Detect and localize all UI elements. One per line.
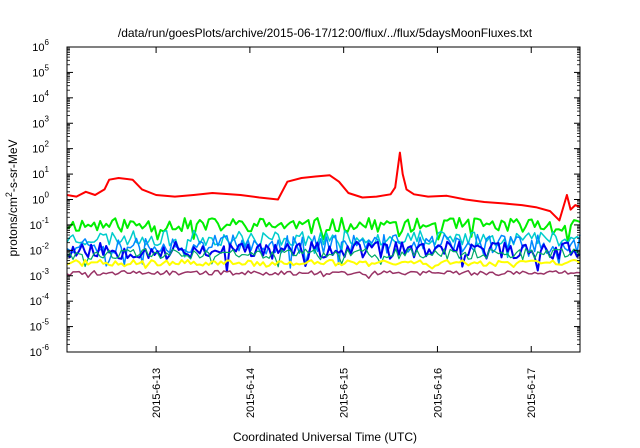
y-tick-base: 10 [30, 347, 42, 359]
y-tick-base: 10 [30, 296, 42, 308]
y-tick-label: 102 [32, 140, 49, 156]
y-tick-exp: 4 [45, 89, 50, 98]
series-line-5 [66, 240, 581, 273]
y-tick-exp: -5 [42, 318, 50, 327]
y-tick-label: 10-4 [30, 292, 50, 308]
y-tick-label: 103 [32, 114, 49, 130]
y-tick-exp: 3 [45, 114, 50, 123]
series-line-1 [66, 151, 581, 222]
y-tick-label: 104 [32, 89, 49, 105]
y-tick-base: 10 [32, 195, 44, 207]
y-axis-label: protons/cm2-s-sr-MeV [4, 139, 20, 256]
y-tick-label: 10-3 [30, 267, 50, 283]
x-tick-label: 2015-6-13 [151, 368, 163, 418]
y-tick-exp: -4 [42, 292, 50, 301]
y-tick-label: 106 [32, 38, 49, 54]
y-tick-exp: 1 [45, 165, 50, 174]
y-tick-base: 10 [32, 169, 44, 181]
series-line-8 [66, 269, 581, 280]
series-line-3 [66, 229, 581, 259]
x-tick-label: 2015-6-17 [526, 368, 538, 418]
y-tick-base: 10 [30, 245, 42, 257]
series-line-7 [66, 258, 581, 270]
y-axis-label-sup: 2 [4, 192, 14, 197]
y-tick-label: 100 [32, 191, 49, 207]
y-axis: 10-610-510-410-310-210-11001011021031041… [30, 38, 580, 359]
y-tick-label: 10-5 [30, 318, 50, 334]
y-tick-base: 10 [30, 220, 42, 232]
series-line-6 [66, 248, 581, 268]
x-axis-label: Coordinated Universal Time (UTC) [233, 430, 417, 444]
y-tick-exp: -2 [42, 241, 50, 250]
y-tick-base: 10 [32, 118, 44, 130]
chart-title: /data/run/goesPlots/archive/2015-06-17/1… [118, 26, 533, 40]
y-tick-base: 10 [30, 322, 42, 334]
series-layer [66, 151, 581, 280]
y-axis-label-suffix: -s-sr-MeV [6, 139, 20, 192]
y-tick-base: 10 [32, 93, 44, 105]
y-tick-exp: 2 [45, 140, 50, 149]
y-tick-label: 10-6 [30, 343, 50, 359]
y-tick-exp: 5 [45, 63, 50, 72]
y-axis-label-prefix: protons/cm [6, 197, 20, 256]
x-tick-label: 2015-6-14 [245, 368, 257, 418]
y-tick-label: 10-2 [30, 241, 50, 257]
x-tick-label: 2015-6-15 [339, 368, 351, 418]
y-tick-label: 105 [32, 63, 49, 79]
y-tick-exp: -6 [42, 343, 50, 352]
series-line-2 [66, 216, 581, 244]
x-axis: 2015-6-13 2015-6-14 2015-6-15 2015-6-16 2015… [151, 47, 538, 418]
y-tick-base: 10 [32, 144, 44, 156]
y-tick-exp: -1 [42, 216, 50, 225]
y-tick-label: 10-1 [30, 216, 50, 232]
x-tick-label: 2015-6-16 [432, 368, 444, 418]
y-tick-label: 101 [32, 165, 49, 181]
y-tick-exp: -3 [42, 267, 50, 276]
y-tick-base: 10 [30, 271, 42, 283]
y-tick-base: 10 [32, 42, 44, 54]
y-tick-base: 10 [32, 67, 44, 79]
y-tick-exp: 0 [45, 191, 50, 200]
y-tick-exp: 6 [45, 38, 50, 47]
